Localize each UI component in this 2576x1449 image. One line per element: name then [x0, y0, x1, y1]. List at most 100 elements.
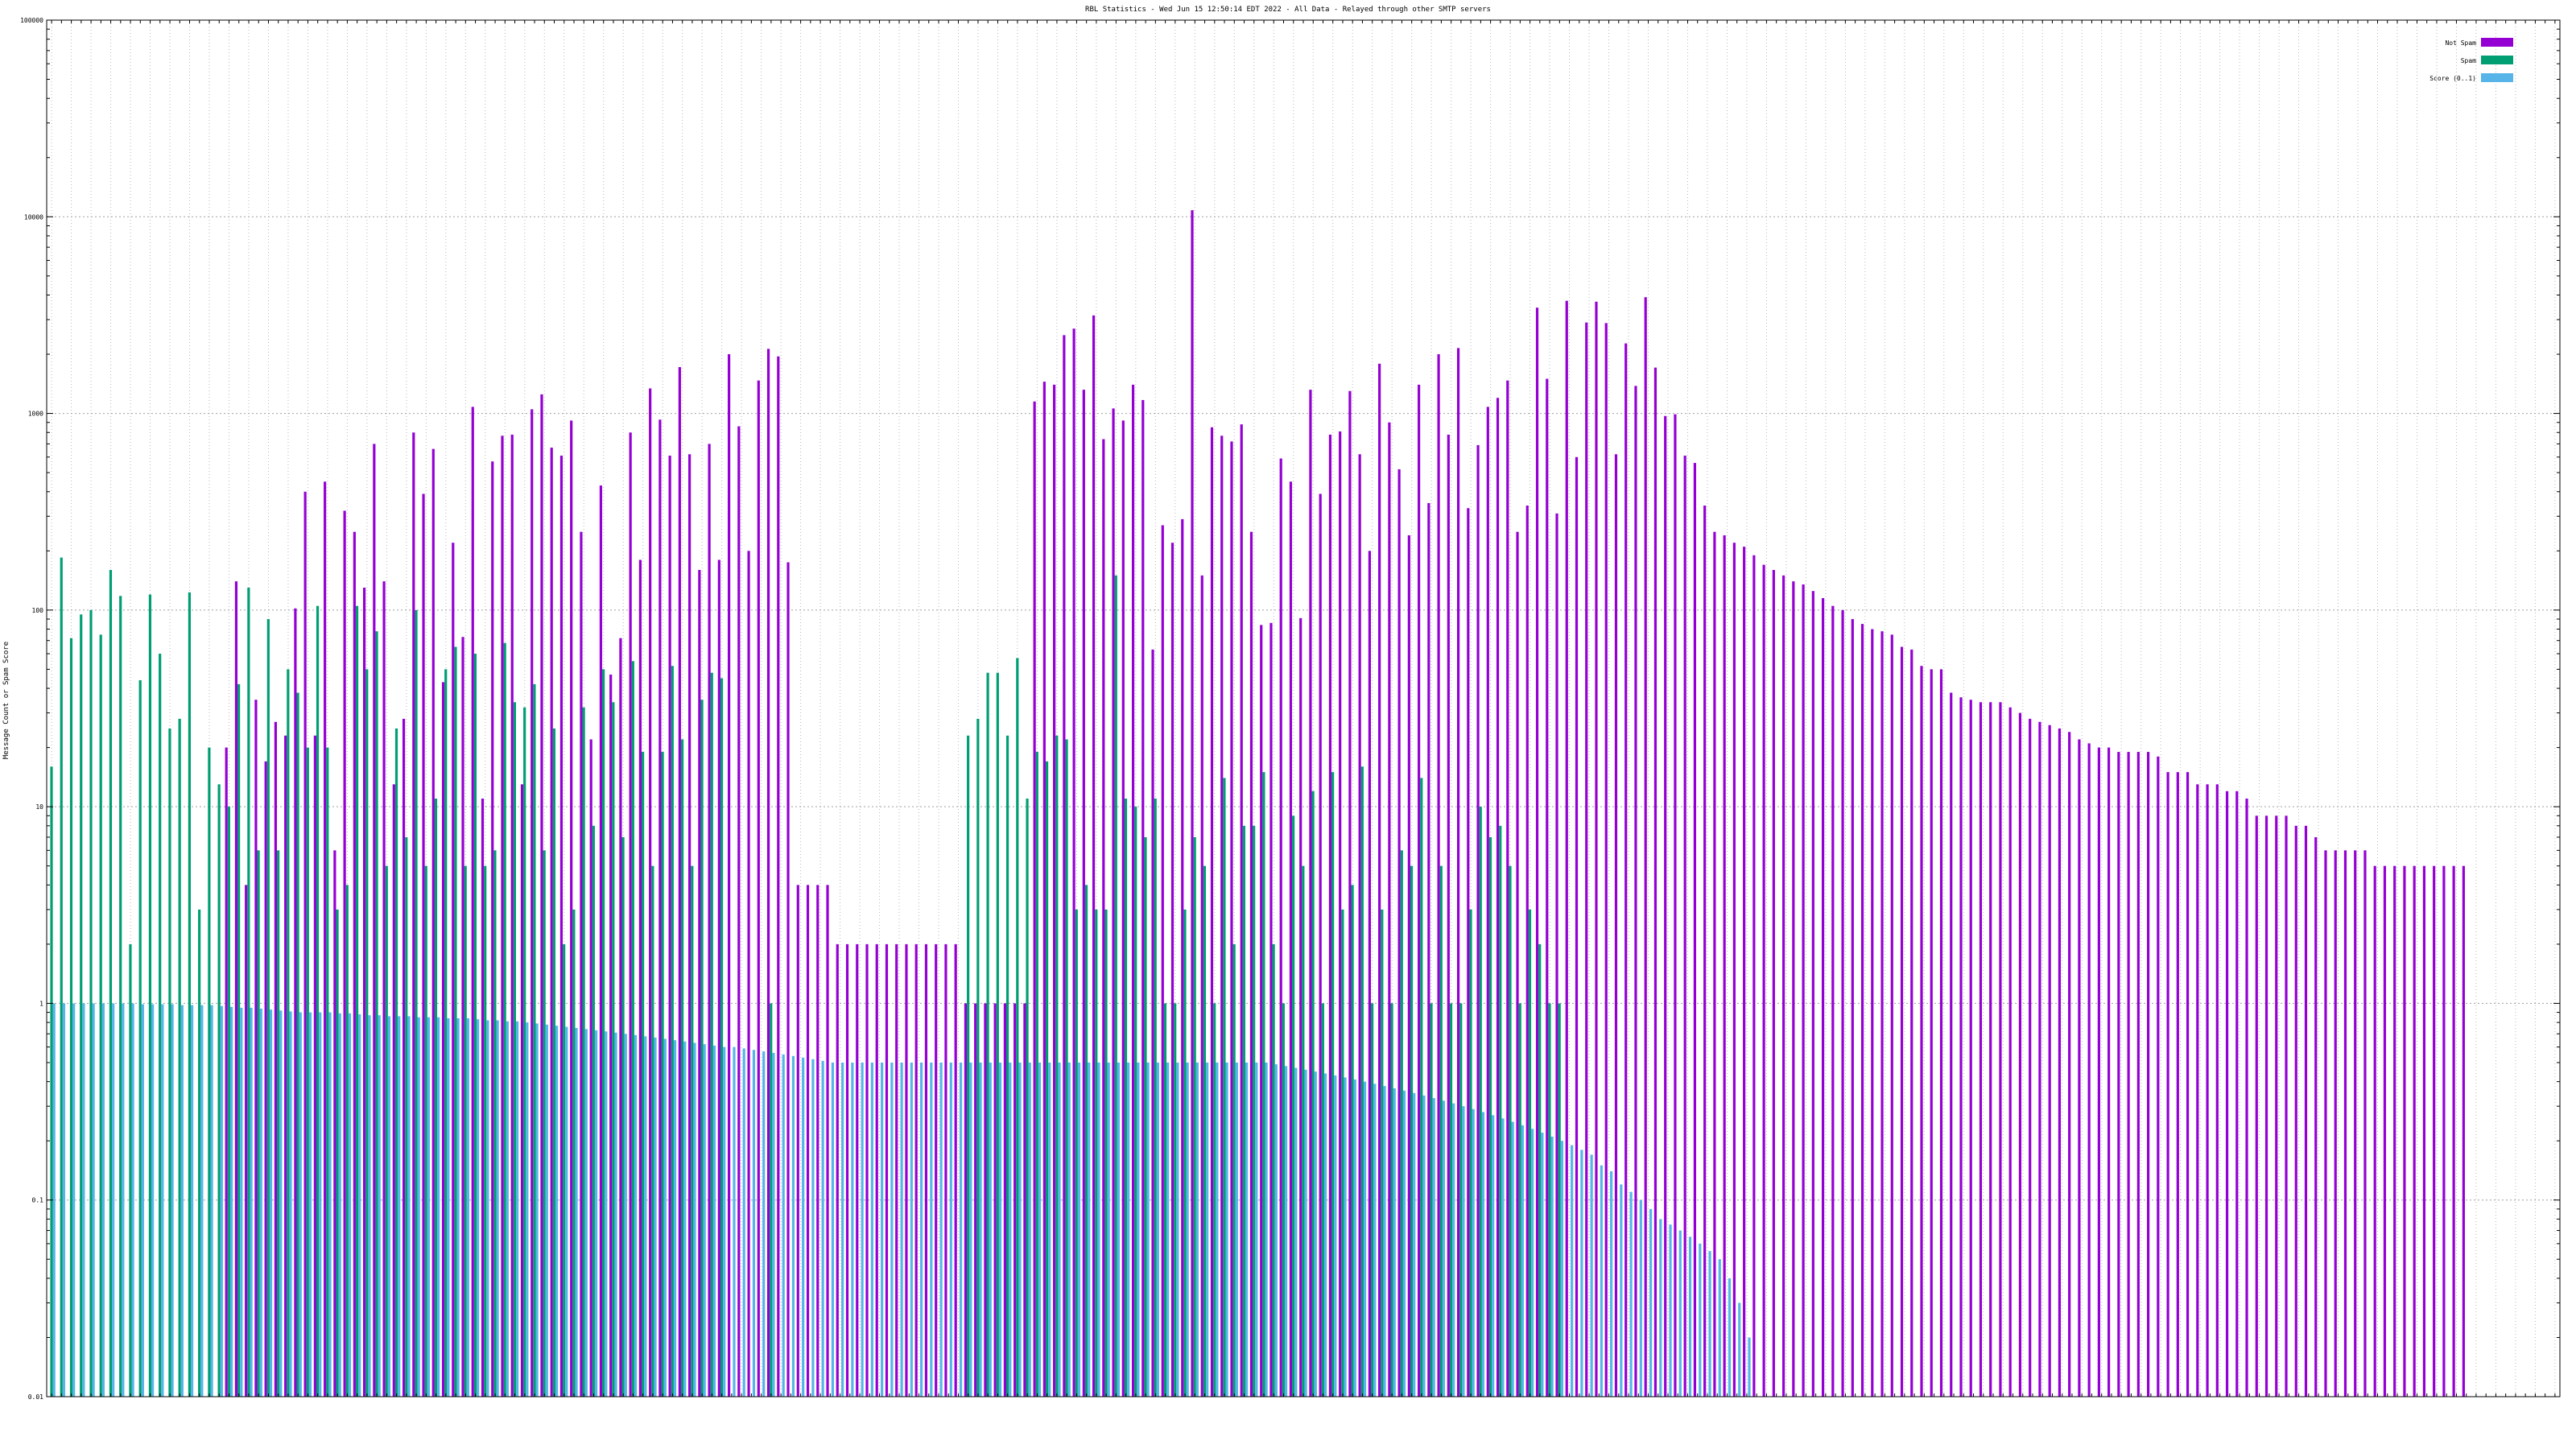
bar [1262, 772, 1265, 1397]
bar [217, 784, 221, 1397]
bar [1144, 836, 1147, 1397]
bar [220, 1005, 223, 1397]
bar [1042, 382, 1046, 1397]
bar [1240, 424, 1243, 1397]
bar [1045, 761, 1049, 1397]
bar [1067, 1062, 1071, 1397]
y-tick-label: 100 [32, 607, 44, 614]
bar [821, 1060, 824, 1397]
legend-swatch [2481, 56, 2513, 64]
bar [1430, 1003, 1433, 1397]
bar [254, 700, 258, 1397]
bar [905, 943, 908, 1397]
bar [180, 1005, 184, 1397]
bar [1420, 778, 1423, 1397]
bar [1016, 658, 1019, 1397]
bar [969, 1062, 972, 1397]
bar [1860, 624, 1864, 1397]
y-axis-label: Message Count or Spam Score [2, 642, 10, 759]
bar [737, 426, 741, 1397]
bar [811, 1059, 815, 1397]
bar [1802, 584, 1805, 1397]
bar [363, 588, 366, 1397]
bar [1368, 551, 1371, 1397]
bar [875, 943, 878, 1397]
bar [523, 707, 526, 1397]
bar [609, 674, 613, 1397]
bar [328, 1012, 332, 1397]
bar [2186, 772, 2190, 1397]
bar [2314, 836, 2318, 1397]
bar [831, 1062, 834, 1397]
bar [552, 728, 555, 1397]
bar [526, 1022, 529, 1397]
bar [188, 592, 191, 1397]
bar [2157, 756, 2160, 1397]
bar [225, 747, 228, 1397]
bar [289, 1011, 292, 1397]
bar [1156, 1062, 1160, 1397]
bar [796, 885, 799, 1397]
bar [688, 454, 691, 1397]
bar [417, 1017, 420, 1397]
bar [456, 1018, 460, 1397]
bar [708, 444, 711, 1397]
bar [703, 1044, 706, 1397]
bar [614, 1032, 617, 1397]
bar [2029, 718, 2032, 1397]
bar [1225, 1062, 1228, 1397]
bar [841, 1062, 844, 1397]
bar [452, 543, 455, 1397]
bar [1841, 609, 1844, 1397]
bar [1871, 629, 1874, 1397]
bar [993, 1003, 997, 1397]
bar [565, 1026, 568, 1397]
bar [486, 1020, 489, 1397]
bar [559, 456, 564, 1397]
bar [1195, 1062, 1199, 1397]
bar [1023, 1003, 1026, 1397]
bar [471, 407, 474, 1397]
bar [631, 661, 634, 1397]
bar [910, 1062, 913, 1397]
bar [1304, 1069, 1307, 1397]
bar [274, 721, 277, 1397]
bar [1082, 390, 1085, 1397]
bar [1131, 384, 1135, 1397]
bar [723, 1046, 726, 1397]
bar [1210, 427, 1214, 1397]
bar [1065, 739, 1068, 1397]
bar [82, 1003, 85, 1397]
bar [161, 1004, 164, 1397]
bar [313, 735, 316, 1397]
bar [259, 1008, 262, 1397]
bar [1360, 766, 1364, 1397]
bar [1469, 909, 1472, 1397]
bar [257, 850, 260, 1397]
bar [2166, 772, 2169, 1397]
bar [733, 1046, 736, 1397]
bar [2136, 752, 2140, 1397]
bar [148, 594, 152, 1397]
bar [2225, 791, 2229, 1397]
bar [1939, 669, 1943, 1397]
bar [1265, 1062, 1268, 1397]
bar [171, 1004, 174, 1397]
bar [415, 609, 418, 1397]
bar [1880, 631, 1884, 1397]
bar [1748, 1337, 1751, 1397]
bar [629, 432, 632, 1397]
bar [284, 735, 287, 1397]
bar [437, 1017, 440, 1397]
bar [1595, 301, 1598, 1397]
bar [772, 1052, 775, 1397]
bar [1890, 634, 1893, 1397]
bar [1447, 434, 1450, 1397]
bar [1413, 1092, 1416, 1397]
bar [2393, 865, 2396, 1397]
legend-swatch [2481, 73, 2513, 82]
bar [99, 634, 102, 1397]
bar [967, 735, 970, 1397]
bar [691, 865, 694, 1397]
